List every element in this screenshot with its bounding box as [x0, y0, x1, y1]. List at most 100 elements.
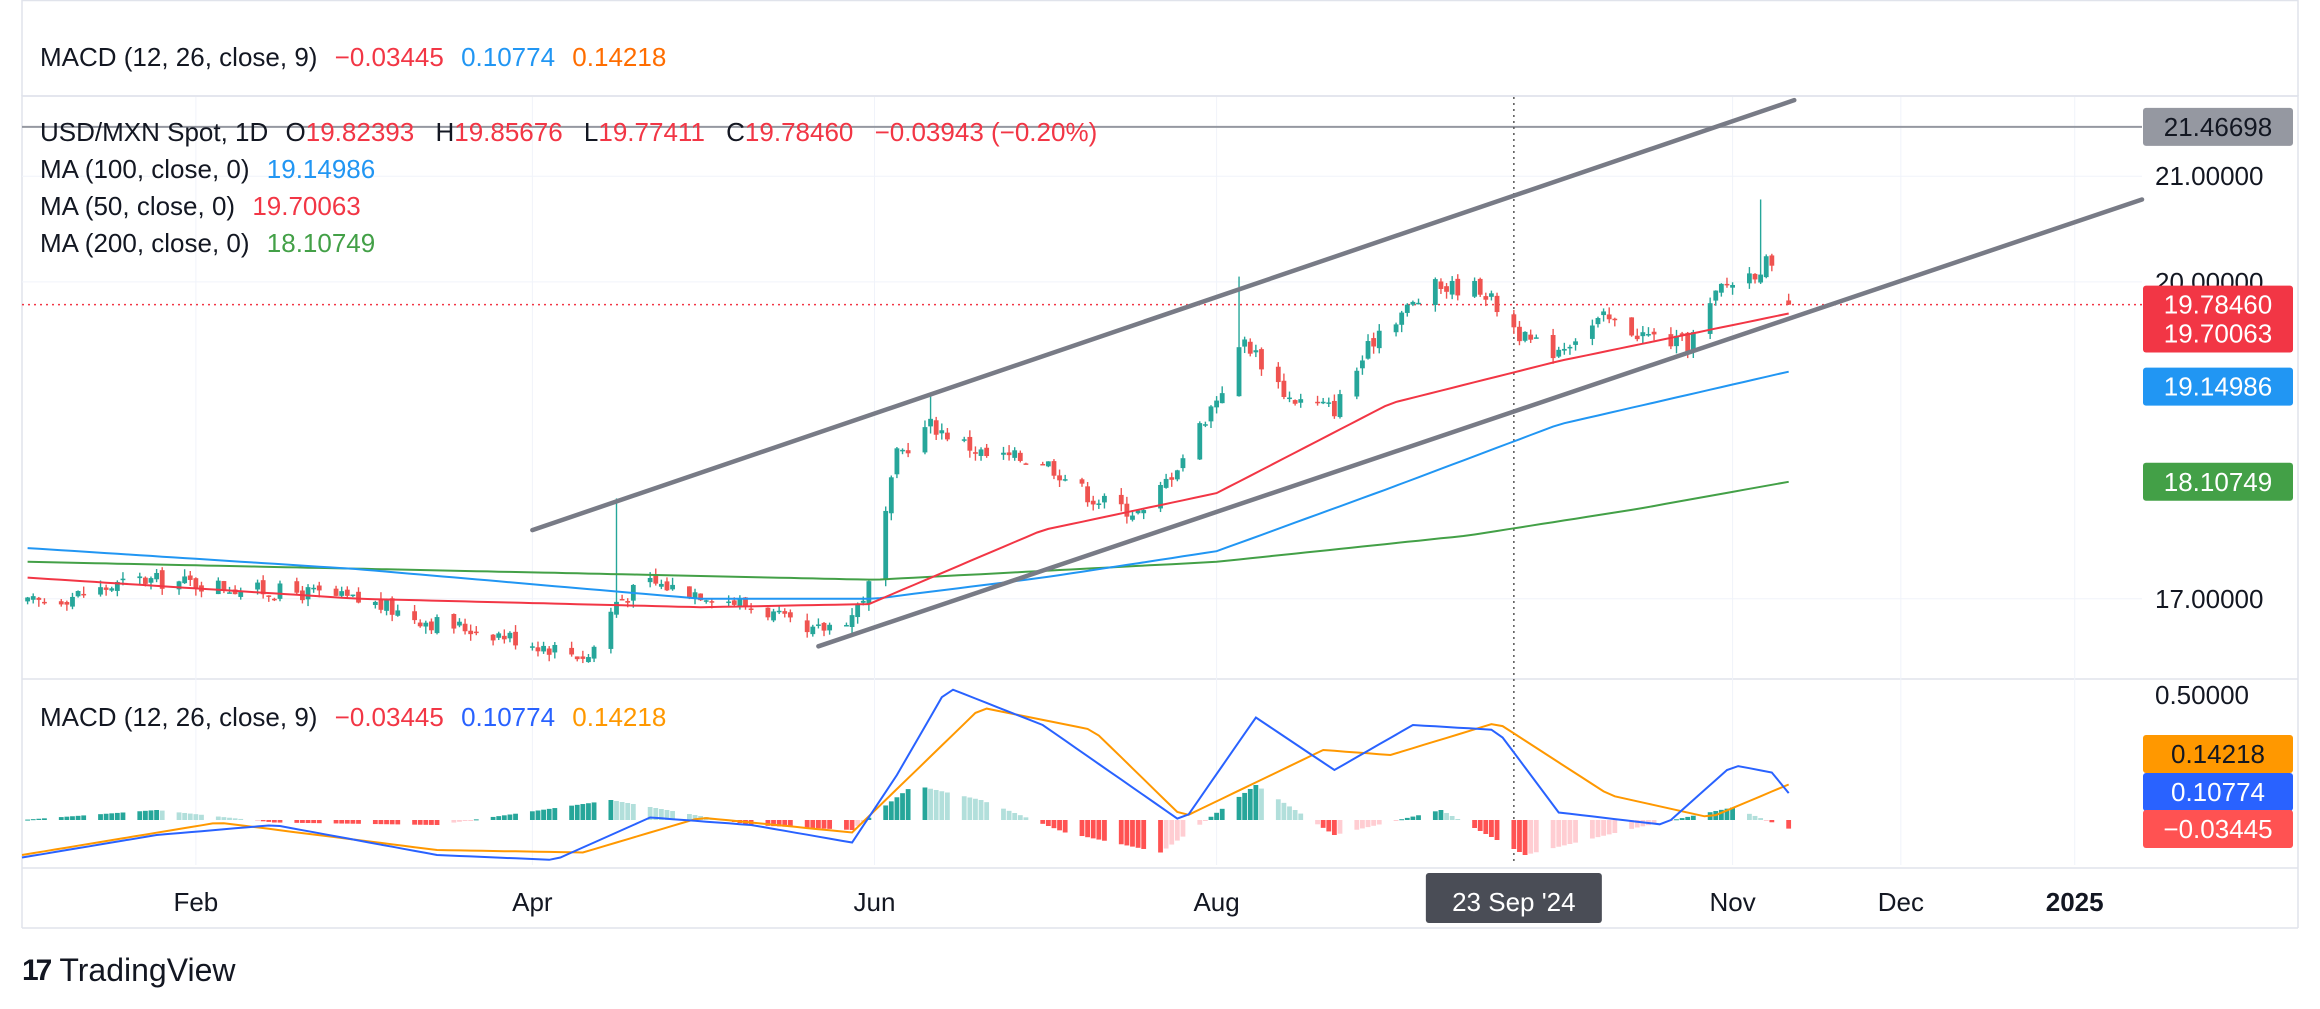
candle: [888, 475, 894, 521]
histogram-bar: [193, 814, 199, 820]
candle-body: [311, 587, 317, 590]
candle: [507, 631, 513, 643]
candle-body: [1135, 510, 1141, 514]
candle-body: [529, 646, 535, 648]
histogram-bar: [25, 819, 31, 821]
candle-body: [81, 593, 87, 596]
candle: [412, 605, 417, 624]
candle: [1730, 282, 1735, 295]
histogram-bar: [541, 809, 546, 820]
histogram-bar: [1315, 820, 1320, 825]
candle-body: [1786, 300, 1792, 305]
candle-body: [36, 597, 42, 600]
histogram-bar: [1561, 820, 1567, 846]
histogram-bar: [1001, 808, 1006, 820]
histogram-bar: [1556, 820, 1562, 847]
candle-body: [625, 600, 631, 603]
candle-body: [221, 581, 227, 591]
histogram-bar: [1169, 820, 1175, 845]
histogram-bar: [1360, 820, 1365, 829]
candle: [1449, 276, 1455, 300]
candle-body: [114, 581, 120, 591]
candle: [782, 608, 788, 618]
candle: [574, 656, 580, 662]
candle-body: [883, 510, 889, 580]
ma100-legend: MA (100, close, 0) 19.14986: [40, 154, 385, 185]
candle: [1494, 292, 1500, 317]
candle: [748, 603, 754, 614]
histogram-bar: [350, 820, 356, 824]
histogram-bar: [1337, 820, 1343, 834]
histogram-bar: [687, 814, 692, 820]
candle-body: [933, 420, 939, 435]
histogram-bar: [647, 807, 653, 820]
candle: [1320, 397, 1326, 405]
histogram-bar: [1758, 818, 1764, 820]
candle-body: [546, 648, 552, 655]
candle-body: [1393, 324, 1399, 333]
candle: [1758, 199, 1764, 284]
candle-body: [1752, 273, 1758, 280]
histogram-bar: [36, 818, 42, 820]
crosshair-price-box: [2143, 107, 2293, 146]
candle-body: [1214, 400, 1220, 408]
candle-body: [670, 584, 675, 590]
candle-body: [142, 577, 148, 584]
histogram-bar: [1522, 820, 1528, 855]
candle-body: [462, 623, 468, 632]
candle-body: [1612, 318, 1618, 321]
histogram-bar: [978, 800, 984, 820]
candle-body: [1651, 331, 1657, 335]
histogram-bar: [1017, 815, 1023, 820]
candle-body: [1511, 314, 1517, 328]
candle-body: [1124, 503, 1130, 517]
candle-body: [939, 430, 945, 434]
histogram-bar: [1236, 796, 1242, 820]
histogram-bar: [1724, 808, 1730, 820]
candle: [1472, 277, 1477, 298]
histogram-bar: [1141, 820, 1147, 849]
candle: [978, 447, 984, 461]
histogram-bar: [1292, 810, 1298, 820]
candle: [311, 584, 317, 593]
candle-body: [1477, 278, 1483, 295]
histogram-bar: [1399, 819, 1405, 821]
last-price-label-box: [2143, 285, 2293, 324]
candle-body: [1141, 510, 1147, 514]
candle-body: [821, 622, 827, 631]
candle-body: [855, 603, 861, 618]
histogram-bar: [137, 811, 143, 820]
candle-body: [1432, 279, 1438, 305]
histogram-bar: [1275, 799, 1281, 820]
histogram-bar: [1006, 810, 1012, 820]
candle-body: [468, 630, 474, 635]
candle: [776, 605, 782, 615]
histogram-bar: [1573, 820, 1578, 843]
candle-body: [1690, 332, 1696, 352]
histogram-bar: [1247, 788, 1253, 820]
histogram-bar: [1023, 817, 1029, 820]
tradingview-brand[interactable]: 17 TradingView: [22, 952, 235, 989]
candle-body: [1001, 452, 1006, 455]
histogram-bar: [81, 815, 87, 820]
candle-body: [423, 622, 429, 627]
candle-body: [1707, 303, 1713, 334]
histogram-bar: [804, 820, 810, 828]
candle: [894, 447, 900, 479]
candle: [103, 584, 109, 596]
histogram-bar: [771, 820, 776, 827]
candle-body: [339, 591, 345, 596]
candle: [1634, 328, 1640, 342]
candle-body: [687, 586, 692, 598]
histogram-bar: [356, 820, 361, 824]
candle: [490, 634, 496, 646]
candle-body: [1253, 350, 1259, 353]
candle-body: [1292, 400, 1298, 404]
histogram-bar: [529, 811, 535, 820]
candle-body: [900, 449, 905, 452]
histogram-bar: [580, 804, 586, 820]
macd-panel-legend: MACD (12, 26, close, 9) −0.03445 0.10774…: [40, 702, 676, 733]
candle: [294, 577, 300, 596]
candle-body: [1668, 334, 1674, 347]
candle: [1376, 324, 1382, 354]
